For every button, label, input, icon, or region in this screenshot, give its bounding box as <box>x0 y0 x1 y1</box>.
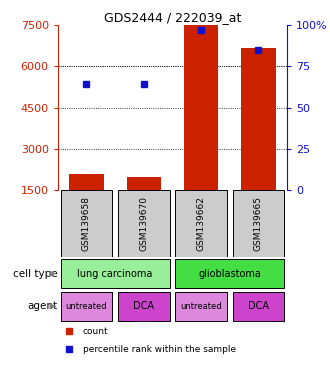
Text: GSM139658: GSM139658 <box>82 196 91 251</box>
Text: lung carcinoma: lung carcinoma <box>78 268 153 279</box>
Text: DCA: DCA <box>133 301 154 311</box>
Bar <box>61 259 170 288</box>
Bar <box>126 177 161 190</box>
Bar <box>241 48 276 190</box>
Bar <box>175 190 227 257</box>
Title: GDS2444 / 222039_at: GDS2444 / 222039_at <box>104 11 241 24</box>
Bar <box>69 174 104 190</box>
Text: DCA: DCA <box>248 301 269 311</box>
Bar <box>175 259 284 288</box>
Text: GSM139662: GSM139662 <box>197 196 206 251</box>
Bar <box>118 190 170 257</box>
Bar <box>233 291 284 321</box>
Bar <box>175 291 227 321</box>
Bar <box>61 190 112 257</box>
Text: GSM139670: GSM139670 <box>139 196 148 251</box>
Bar <box>233 190 284 257</box>
Bar <box>118 291 170 321</box>
Text: cell type: cell type <box>13 268 58 279</box>
Text: GSM139665: GSM139665 <box>254 196 263 251</box>
Text: percentile rank within the sample: percentile rank within the sample <box>83 345 236 354</box>
Bar <box>184 25 218 190</box>
Text: untreated: untreated <box>180 302 222 311</box>
Text: agent: agent <box>28 301 58 311</box>
Bar <box>61 291 112 321</box>
Text: count: count <box>83 326 109 336</box>
Text: glioblastoma: glioblastoma <box>198 268 261 279</box>
Text: untreated: untreated <box>66 302 107 311</box>
